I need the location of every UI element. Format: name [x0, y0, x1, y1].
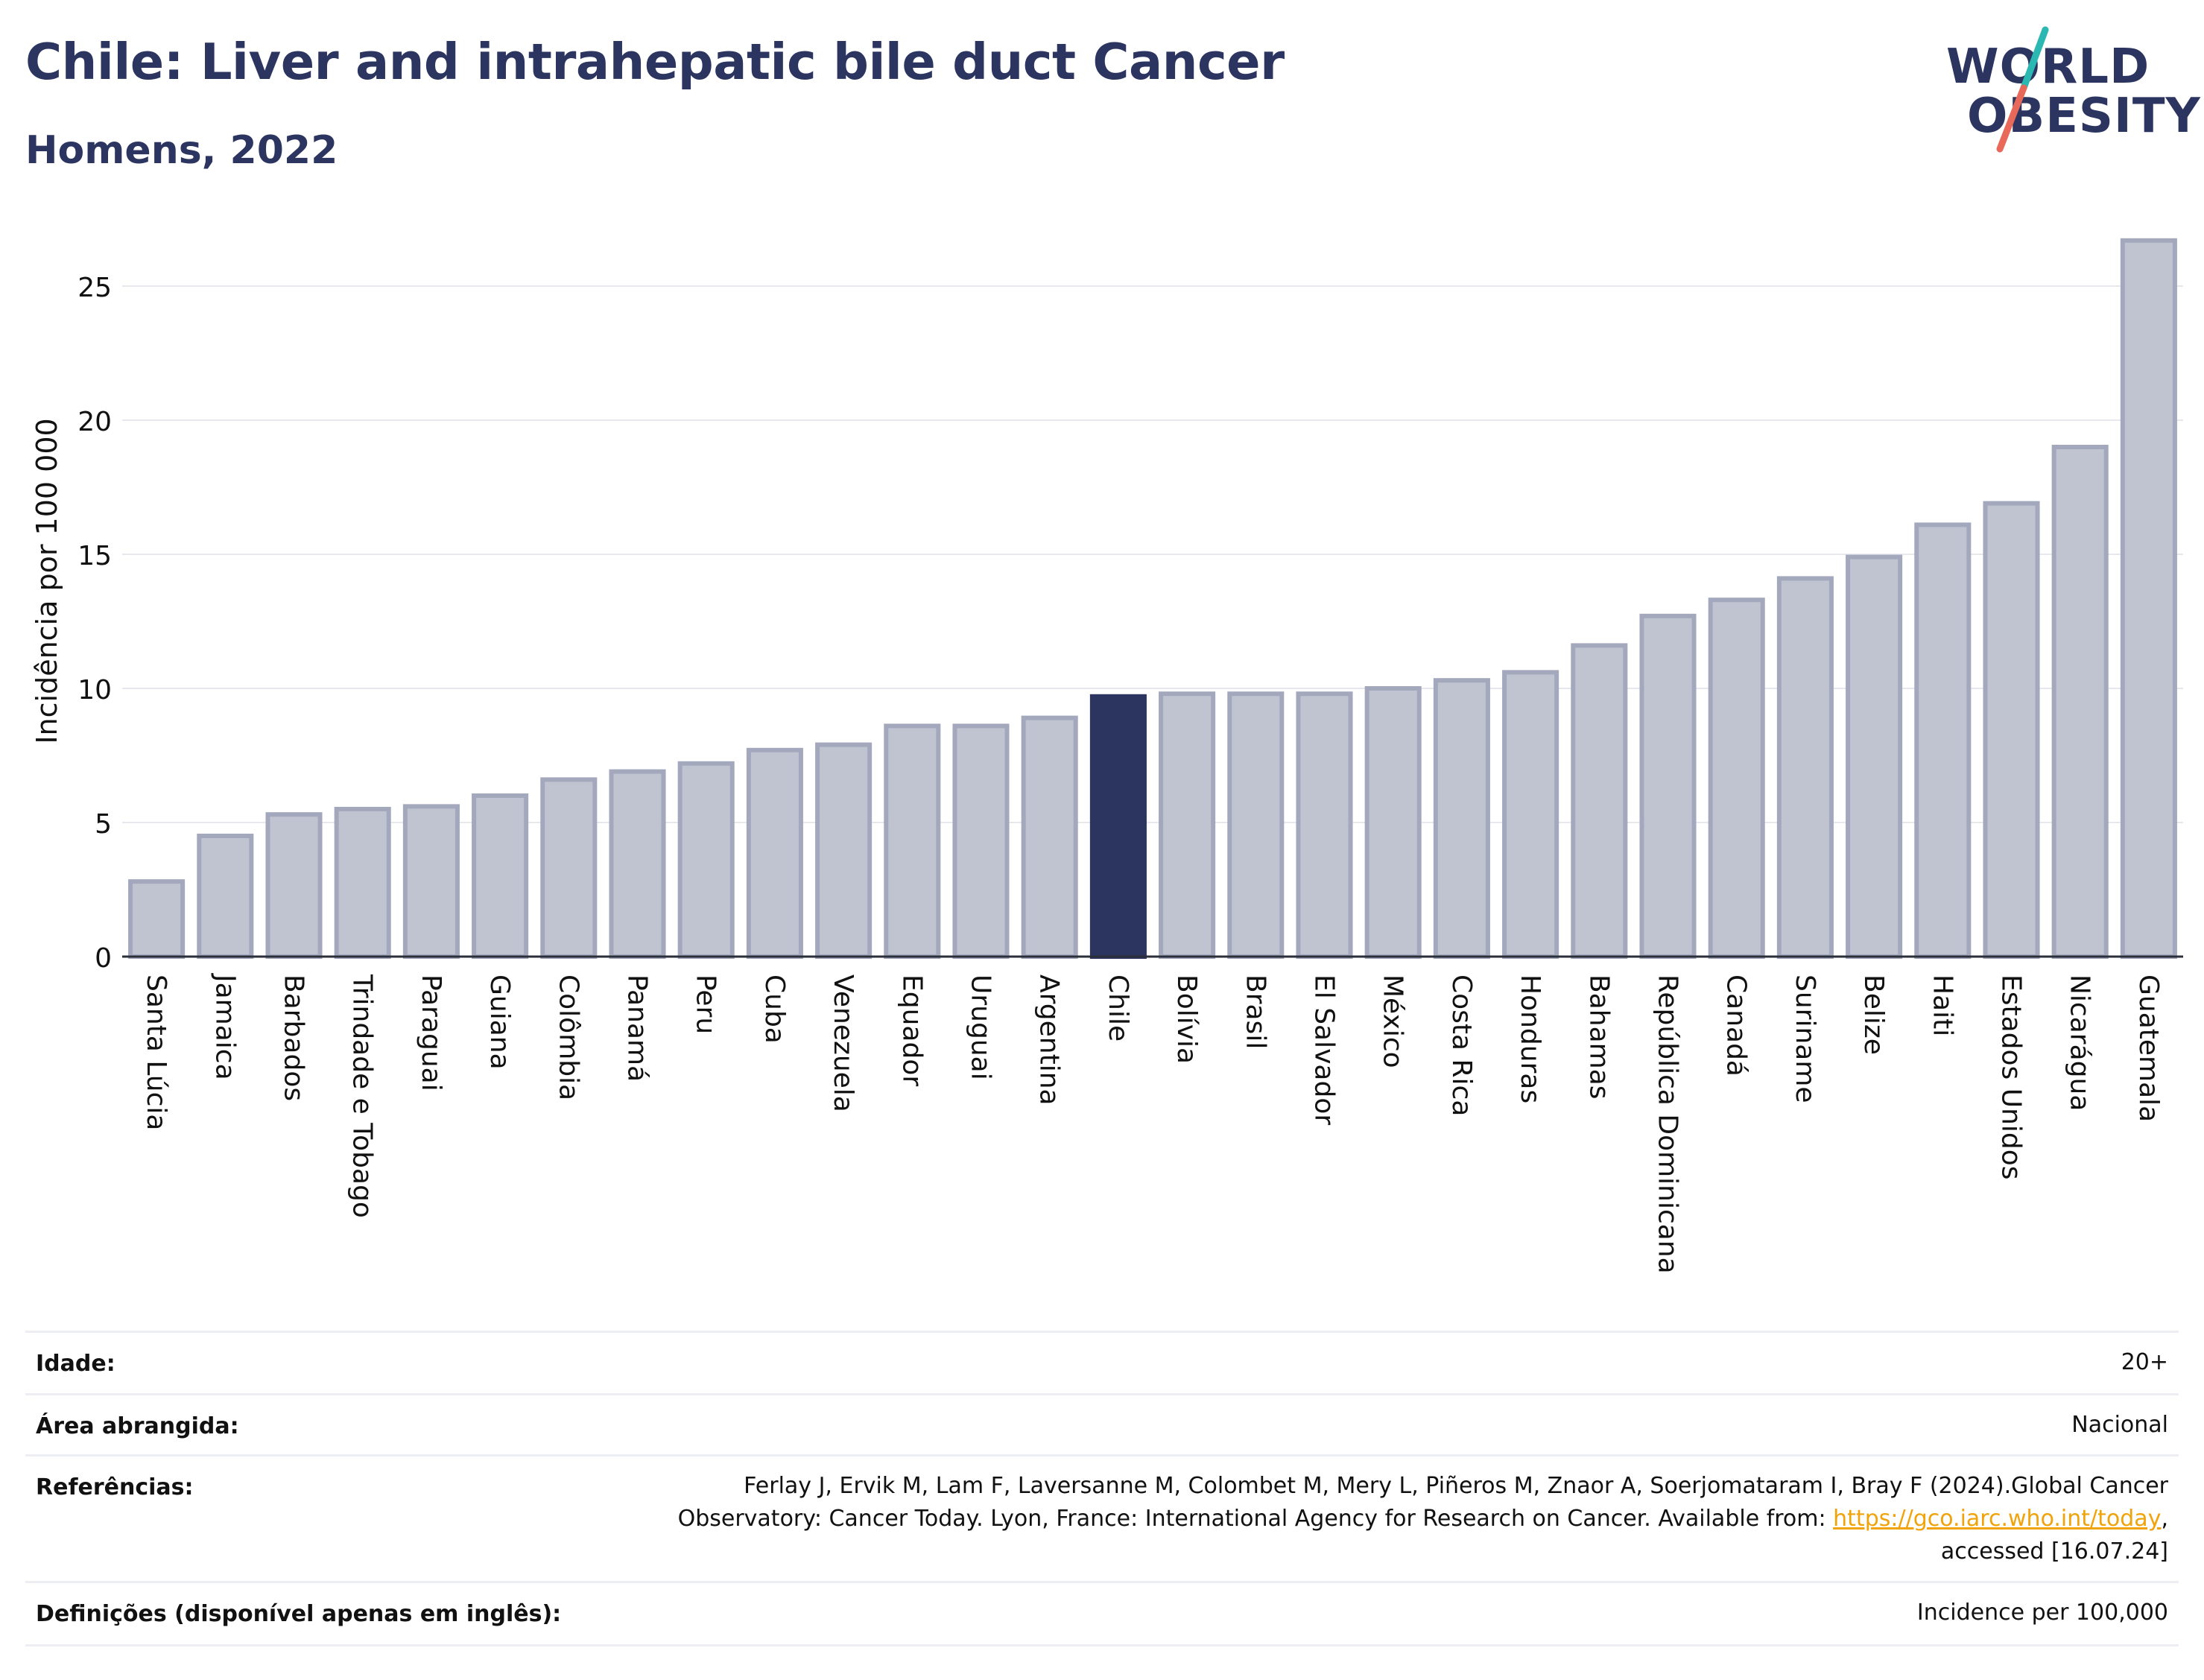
references-line3: accessed [16.07.24] — [1940, 1538, 2168, 1565]
y-tick-label: 25 — [77, 273, 112, 303]
x-tick-label: Belize — [1858, 974, 1889, 1055]
x-tick-label: Peru — [691, 974, 721, 1034]
bar-venezuela — [815, 742, 873, 959]
bar-honduras — [1502, 670, 1559, 960]
x-tick-label: Colômbia — [553, 974, 583, 1100]
references-line2-text: Observatory: Cancer Today. Lyon, France:… — [677, 1506, 1834, 1532]
bar-bolívia — [1159, 691, 1216, 959]
x-tick-label: Guatemala — [2133, 974, 2164, 1122]
y-tick-label: 5 — [95, 809, 112, 840]
bar-belize — [1846, 554, 1903, 959]
x-tick-label: Costa Rica — [1446, 974, 1477, 1116]
page-subtitle: Homens, 2022 — [25, 128, 338, 173]
bars — [128, 238, 2177, 960]
references-line2: Observatory: Cancer Today. Lyon, France:… — [678, 1503, 2168, 1535]
logo-slash-icon — [1996, 26, 2049, 153]
references-text: Ferlay J, Ervik M, Lam F, Laversanne M, … — [678, 1470, 2168, 1568]
bar-guatemala — [2120, 238, 2177, 959]
x-tick-label: Canadá — [1721, 974, 1752, 1077]
x-tick-label: El Salvador — [1309, 974, 1340, 1125]
x-tick-label: Haiti — [1927, 974, 1957, 1036]
bar-colômbia — [540, 777, 598, 960]
x-tick-label: Jamaica — [209, 973, 240, 1080]
info-row-area: Área abrangida: Nacional — [25, 1393, 2179, 1456]
bar-brasil — [1227, 691, 1285, 959]
x-tick-label: Honduras — [1515, 974, 1545, 1103]
bar-bahamas — [1571, 643, 1628, 960]
bar-haiti — [1914, 522, 1972, 959]
x-tick-label: Cuba — [759, 974, 790, 1044]
x-tick-label: Paraguai — [416, 974, 446, 1091]
info-value: Incidence per 100,000 — [1916, 1600, 2168, 1626]
info-row-definitions: Definições (disponível apenas em inglês)… — [25, 1581, 2179, 1646]
y-tick-label: 20 — [77, 407, 112, 437]
info-label: Área abrangida: — [36, 1413, 239, 1439]
x-tick-label: Bolívia — [1171, 974, 1202, 1064]
info-table: Idade: 20+ Área abrangida: Nacional Refe… — [25, 1331, 2179, 1646]
page-title: Chile: Liver and intrahepatic bile duct … — [25, 33, 1285, 91]
x-tick-label: Chile — [1103, 974, 1133, 1042]
bar-guiana — [472, 793, 529, 959]
info-label: Definições (disponível apenas em inglês)… — [36, 1601, 562, 1627]
info-row-references: Referências: Ferlay J, Ervik M, Lam F, L… — [25, 1454, 2179, 1583]
x-tick-label: Brasil — [1240, 974, 1270, 1049]
bar-nicarágua — [2051, 445, 2109, 959]
x-tick-label: Trindade e Tobago — [347, 974, 378, 1218]
world-obesity-logo: WORLD OBESITY — [1945, 22, 2200, 156]
bar-santa-lúcia — [128, 879, 186, 959]
bar-panamá — [609, 769, 666, 959]
x-tick-label: Estados Unidos — [1996, 974, 2027, 1180]
axes: 0 5 10 15 20 25 Santa Lúcia Jamaica Barbados Trin… — [77, 273, 2183, 1274]
gridlines — [122, 285, 2183, 823]
references-line1: Ferlay J, Ervik M, Lam F, Laversanne M, … — [744, 1473, 2168, 1499]
y-tick-label: 0 — [95, 943, 112, 974]
info-row-age: Idade: 20+ — [25, 1331, 2179, 1394]
x-tick-label: México — [1378, 974, 1408, 1068]
bar-peru — [677, 761, 735, 960]
bar-barbados — [265, 812, 323, 959]
x-tick-label: Guiana — [484, 974, 515, 1070]
bar-argentina — [1021, 715, 1078, 959]
bar-chile — [1089, 694, 1147, 959]
bar-méxico — [1364, 686, 1422, 959]
bar-uruguai — [952, 723, 1010, 960]
bar-chart: 0 5 10 15 20 25 Santa Lúcia Jamaica Barbados Trin… — [31, 238, 2183, 1274]
x-tick-label: Uruguai — [966, 974, 996, 1080]
bar-cuba — [746, 747, 803, 959]
x-tick-label: República Dominicana — [1653, 974, 1683, 1274]
info-value: Nacional — [2071, 1412, 2168, 1438]
bar-estados-unidos — [1983, 501, 2040, 959]
x-tick-label: Argentina — [1034, 974, 1065, 1106]
x-tick-label: Venezuela — [828, 974, 858, 1112]
y-tick-label: 10 — [77, 675, 112, 706]
info-label: Idade: — [36, 1351, 115, 1377]
references-line2-suffix: , — [2161, 1506, 2168, 1532]
bar-trindade-e-tobago — [334, 807, 391, 959]
y-axis-label: Incidência por 100 000 — [31, 418, 63, 744]
logo-line1: WORLD — [1946, 39, 2150, 95]
bar-canadá — [1708, 597, 1765, 959]
info-value: 20+ — [2121, 1349, 2168, 1375]
bar-paraguai — [402, 804, 460, 960]
x-tick-label: Santa Lúcia — [141, 974, 171, 1130]
references-link[interactable]: https://gco.iarc.who.int/today — [1833, 1506, 2162, 1532]
x-tick-label: Nicarágua — [2065, 974, 2095, 1111]
bar-el-salvador — [1296, 691, 1353, 959]
bar-república-dominicana — [1639, 613, 1697, 959]
x-tick-label: Barbados — [279, 974, 309, 1101]
bar-equador — [884, 723, 941, 960]
x-tick-label: Bahamas — [1583, 974, 1614, 1100]
y-tick-label: 15 — [77, 541, 112, 571]
info-label: Referências: — [36, 1474, 194, 1500]
bar-costa-rica — [1433, 678, 1490, 959]
bar-jamaica — [197, 834, 254, 959]
x-tick-label: Suriname — [1790, 974, 1820, 1103]
bar-suriname — [1776, 576, 1834, 960]
x-tick-label: Equador — [896, 974, 927, 1086]
x-tick-label: Panamá — [622, 974, 653, 1082]
